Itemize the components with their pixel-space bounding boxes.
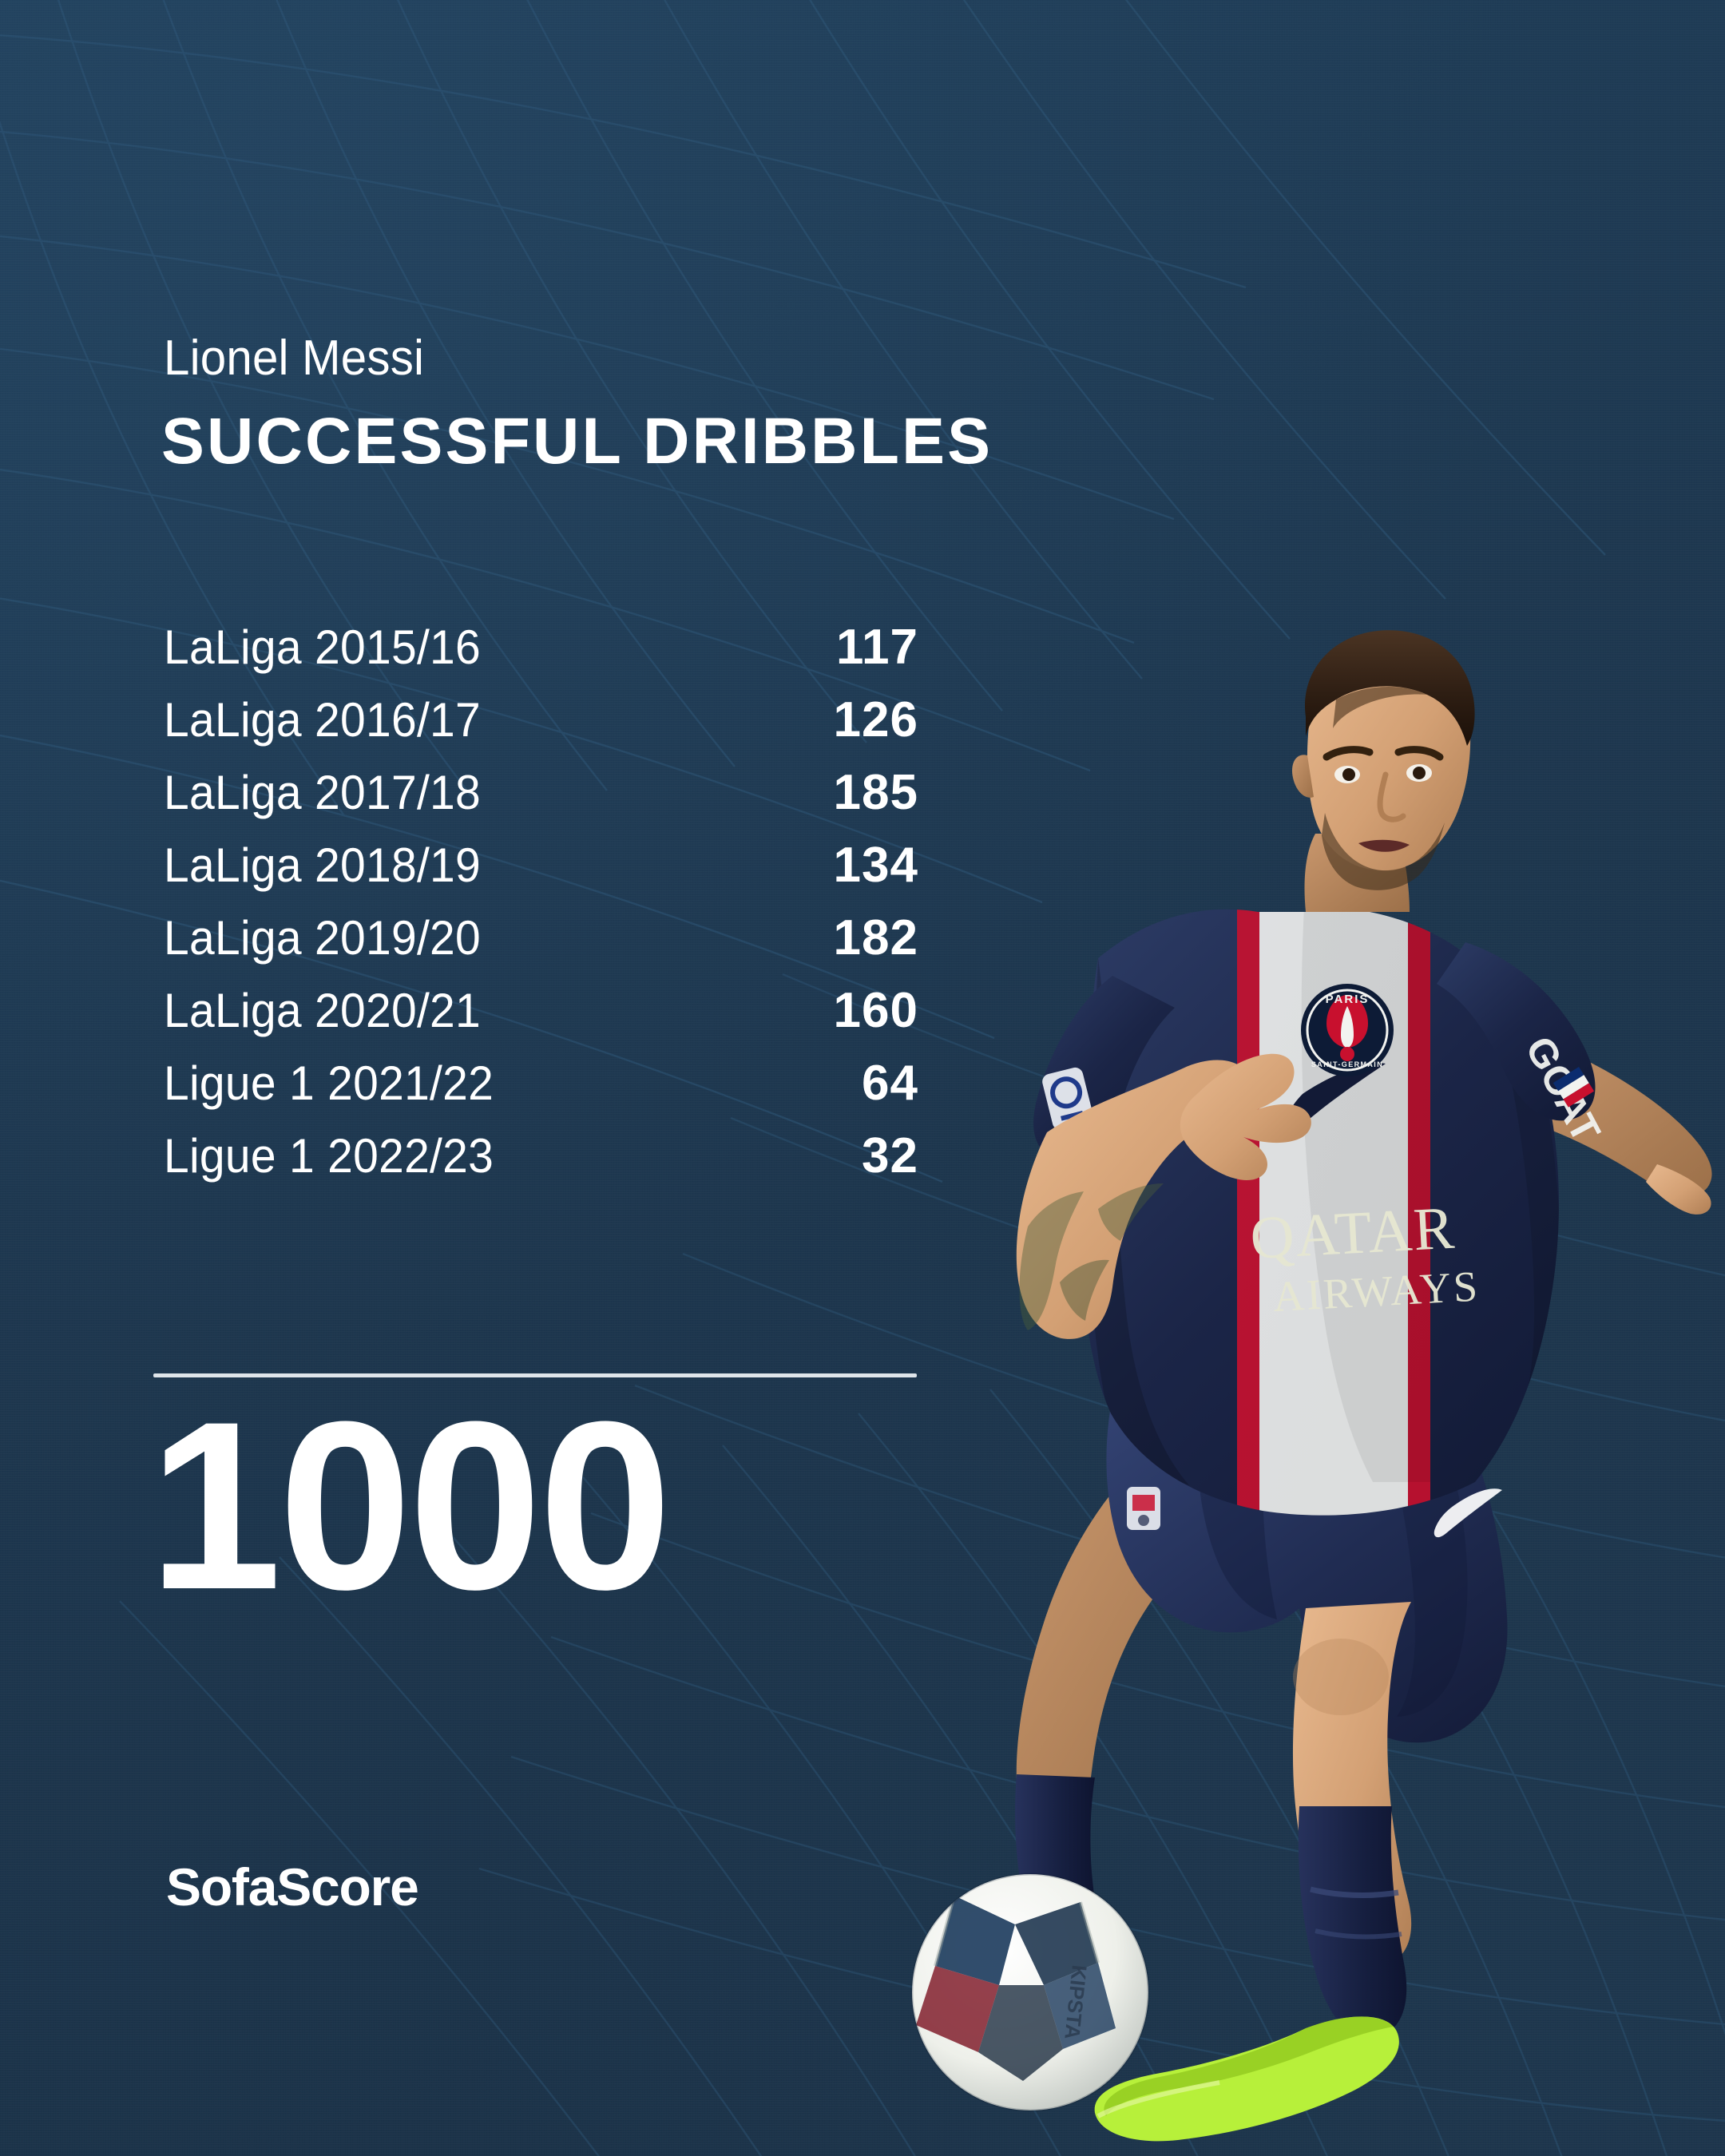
dribbles-value: 32 <box>862 1128 918 1183</box>
player-name: Lionel Messi <box>164 331 425 386</box>
table-row: LaLiga 2016/17 126 <box>164 696 918 768</box>
page-title: SUCCESSFUL DRIBBLES <box>161 405 993 478</box>
table-row: LaLiga 2015/16 117 <box>164 623 918 696</box>
season-label: LaLiga 2016/17 <box>164 693 482 747</box>
season-label: LaLiga 2017/18 <box>164 766 482 819</box>
table-row: LaLiga 2017/18 185 <box>164 768 918 841</box>
table-row: Ligue 1 2021/22 64 <box>164 1059 918 1132</box>
season-label: LaLiga 2018/19 <box>164 838 482 892</box>
dribbles-value: 160 <box>833 983 918 1038</box>
dribbles-value: 182 <box>833 910 918 965</box>
dribbles-value: 134 <box>833 838 918 893</box>
sofascore-logo: SofaScore <box>166 1857 419 1916</box>
dribbles-value: 126 <box>833 692 918 747</box>
season-label: Ligue 1 2022/23 <box>164 1129 494 1183</box>
total-value: 1000 <box>149 1371 672 1639</box>
table-row: LaLiga 2018/19 134 <box>164 841 918 914</box>
dribbles-value: 185 <box>833 765 918 820</box>
dribbles-value: 64 <box>862 1056 918 1111</box>
table-row: LaLiga 2019/20 182 <box>164 914 918 986</box>
dribbles-value: 117 <box>835 620 918 675</box>
table-row: Ligue 1 2022/23 32 <box>164 1132 918 1204</box>
season-label: LaLiga 2015/16 <box>164 620 482 674</box>
total-divider <box>153 1373 917 1377</box>
stats-table: LaLiga 2015/16 117 LaLiga 2016/17 126 LaLiga… <box>164 623 918 1204</box>
season-label: LaLiga 2020/21 <box>164 984 482 1037</box>
season-label: Ligue 1 2021/22 <box>164 1056 494 1110</box>
table-row: LaLiga 2020/21 160 <box>164 986 918 1059</box>
season-label: LaLiga 2019/20 <box>164 911 482 965</box>
